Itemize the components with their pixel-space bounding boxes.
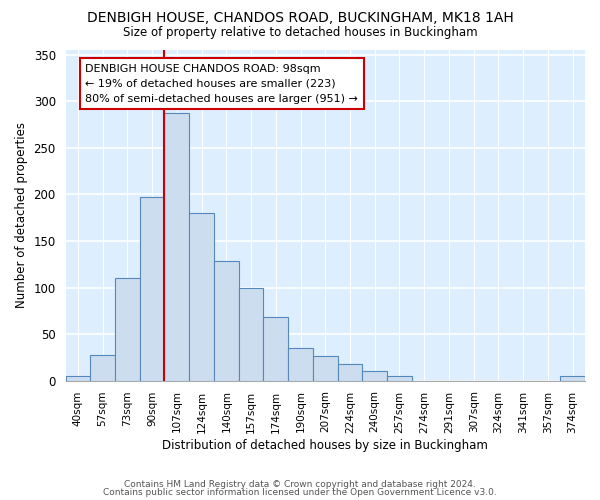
- Bar: [313, 356, 338, 380]
- Bar: [362, 372, 387, 380]
- Bar: [263, 318, 288, 380]
- Bar: [214, 262, 239, 380]
- Bar: [115, 278, 140, 380]
- Bar: [338, 364, 362, 380]
- Bar: [140, 197, 164, 380]
- Bar: [387, 376, 412, 380]
- Y-axis label: Number of detached properties: Number of detached properties: [15, 122, 28, 308]
- Bar: [288, 348, 313, 380]
- Text: DENBIGH HOUSE, CHANDOS ROAD, BUCKINGHAM, MK18 1AH: DENBIGH HOUSE, CHANDOS ROAD, BUCKINGHAM,…: [86, 11, 514, 25]
- Bar: [65, 376, 90, 380]
- Bar: [560, 376, 585, 380]
- X-axis label: Distribution of detached houses by size in Buckingham: Distribution of detached houses by size …: [163, 440, 488, 452]
- Text: DENBIGH HOUSE CHANDOS ROAD: 98sqm
← 19% of detached houses are smaller (223)
80%: DENBIGH HOUSE CHANDOS ROAD: 98sqm ← 19% …: [85, 64, 358, 104]
- Text: Size of property relative to detached houses in Buckingham: Size of property relative to detached ho…: [122, 26, 478, 39]
- Bar: [189, 213, 214, 380]
- Bar: [90, 354, 115, 380]
- Bar: [239, 288, 263, 380]
- Text: Contains HM Land Registry data © Crown copyright and database right 2024.: Contains HM Land Registry data © Crown c…: [124, 480, 476, 489]
- Text: Contains public sector information licensed under the Open Government Licence v3: Contains public sector information licen…: [103, 488, 497, 497]
- Bar: [164, 114, 189, 380]
